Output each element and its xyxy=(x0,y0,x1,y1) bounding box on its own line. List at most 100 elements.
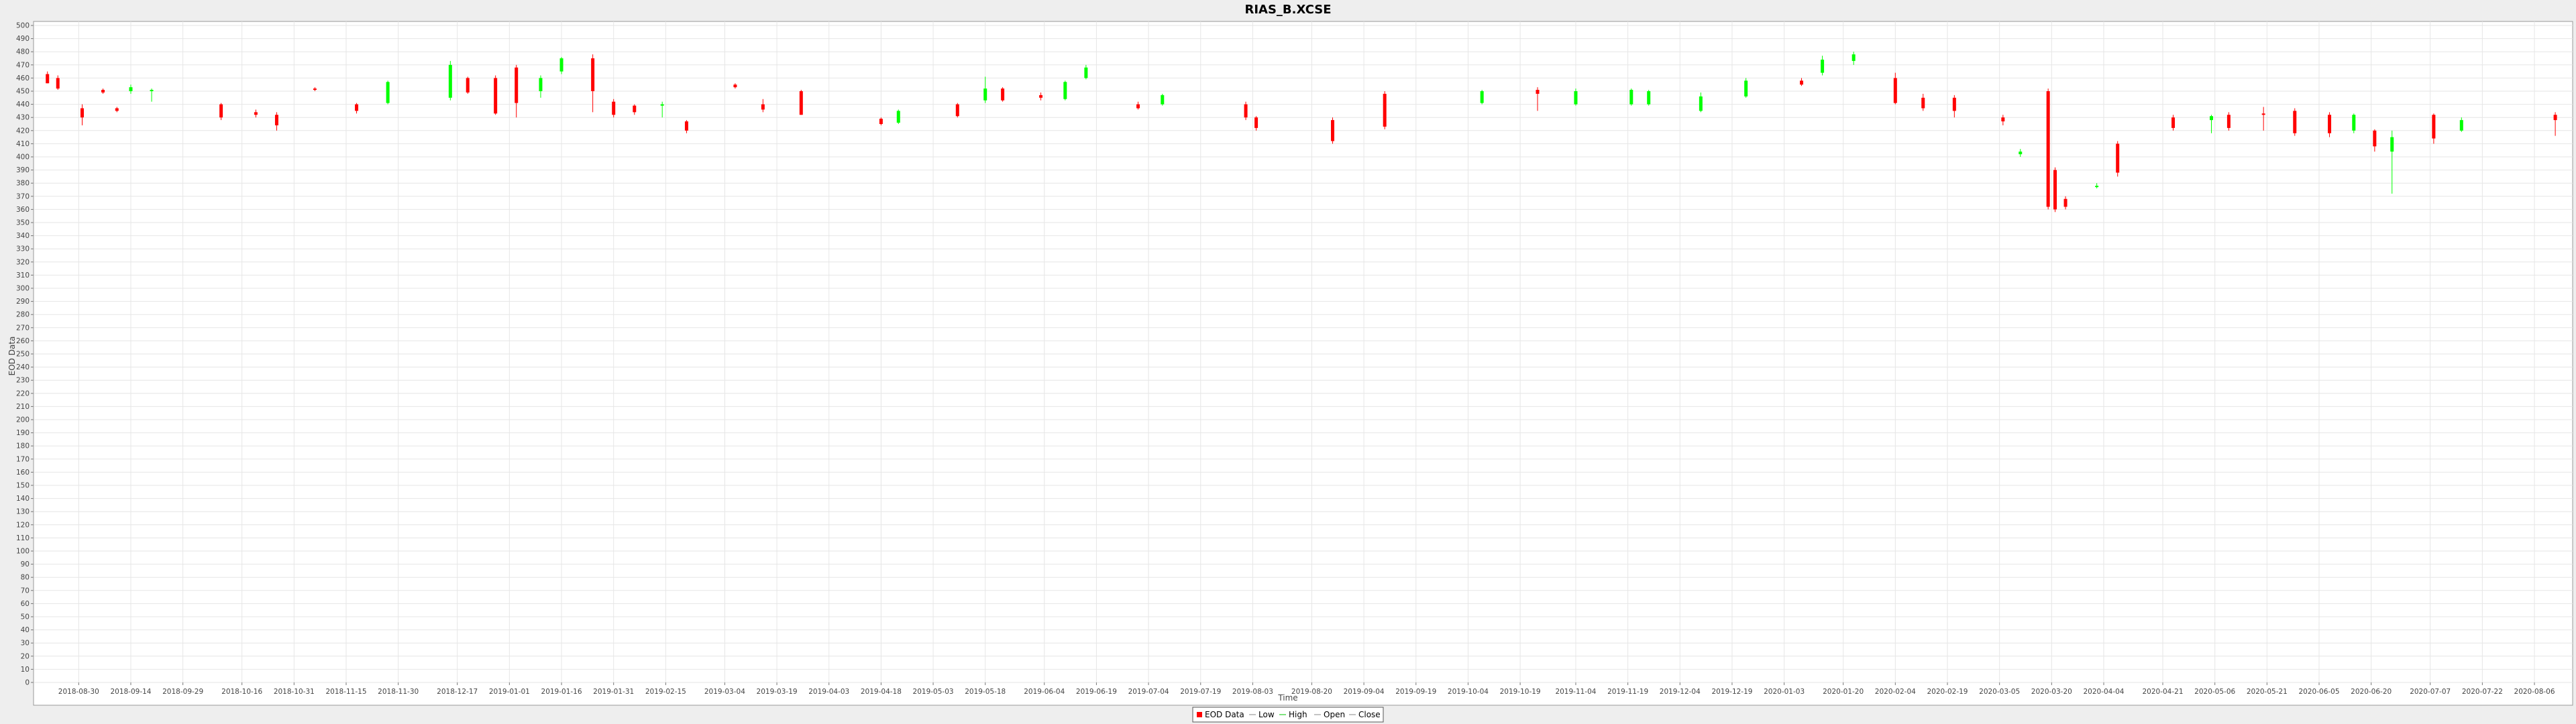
y-tick-label: 130 xyxy=(16,508,30,516)
candle-body xyxy=(1063,82,1067,99)
y-tick-label: 220 xyxy=(16,389,30,398)
x-tick-label: 2019-02-15 xyxy=(645,688,686,696)
x-tick-label: 2020-03-20 xyxy=(2031,688,2072,696)
legend-entry: Close xyxy=(1358,710,1381,719)
x-tick-label: 2018-10-16 xyxy=(221,688,262,696)
candle-body xyxy=(591,58,595,91)
candle-body xyxy=(115,108,119,111)
candle-body xyxy=(879,119,883,124)
candle-body xyxy=(1800,80,1804,85)
x-tick-label: 2020-01-03 xyxy=(1764,688,1805,696)
x-tick-label: 2020-01-20 xyxy=(1823,688,1864,696)
y-tick-label: 380 xyxy=(16,180,30,188)
y-tick-label: 140 xyxy=(16,495,30,503)
x-tick-label: 2019-07-19 xyxy=(1180,688,1221,696)
legend-entry: EOD Data xyxy=(1205,710,1244,719)
x-tick-label: 2020-03-05 xyxy=(1979,688,2020,696)
candle-body xyxy=(2373,130,2377,147)
x-axis-ticks: 2018-08-30 2018-09-14 2018-09-29 2018-10-16… xyxy=(58,682,2555,696)
candle-body xyxy=(1893,78,1897,103)
candle-body xyxy=(2095,186,2099,188)
y-tick-label: 500 xyxy=(16,22,30,30)
y-tick-label: 300 xyxy=(16,285,30,293)
candle-body xyxy=(1647,91,1651,105)
y-tick-label: 280 xyxy=(16,311,30,319)
x-tick-label: 2020-07-22 xyxy=(2462,688,2503,696)
y-tick-label: 270 xyxy=(16,324,30,332)
candle-body xyxy=(2116,143,2120,173)
candle-body xyxy=(313,88,317,90)
x-tick-label: 2019-10-19 xyxy=(1500,688,1541,696)
y-tick-label: 230 xyxy=(16,377,30,385)
legend-box xyxy=(1192,707,1384,723)
x-tick-label: 2019-09-19 xyxy=(1395,688,1436,696)
x-tick-label: 2019-07-04 xyxy=(1128,688,1169,696)
y-tick-label: 360 xyxy=(16,206,30,214)
plot-area xyxy=(33,21,2573,706)
candle-body xyxy=(1574,91,1578,105)
x-tick-label: 2020-05-06 xyxy=(2194,688,2235,696)
candle-body xyxy=(150,90,154,92)
candle-body xyxy=(1821,59,1825,73)
candle-body xyxy=(2261,113,2265,115)
x-tick-label: 2020-08-06 xyxy=(2514,688,2555,696)
candle-body xyxy=(386,82,390,103)
candle-body xyxy=(80,108,84,118)
y-tick-label: 190 xyxy=(16,429,30,437)
candle-body xyxy=(1039,95,1043,98)
y-tick-label: 170 xyxy=(16,455,30,463)
candle-body xyxy=(2053,170,2057,210)
y-tick-label: 210 xyxy=(16,403,30,411)
candle-body xyxy=(2352,115,2356,131)
candle-body xyxy=(2210,116,2214,121)
candle-body xyxy=(129,87,133,91)
candle-body xyxy=(1244,104,1248,118)
candle-body xyxy=(1536,90,1540,94)
x-tick-label: 2019-12-19 xyxy=(1711,688,1752,696)
x-tick-label: 2020-02-19 xyxy=(1927,688,1968,696)
candle-body xyxy=(1629,90,1633,105)
y-tick-label: 420 xyxy=(16,127,30,135)
x-tick-label: 2019-05-18 xyxy=(965,688,1006,696)
legend-swatch xyxy=(1197,712,1202,717)
x-tick-label: 2018-10-31 xyxy=(274,688,315,696)
y-tick-label: 90 xyxy=(21,560,30,568)
candle-body xyxy=(2226,115,2231,128)
candle-body xyxy=(1331,120,1335,141)
x-tick-label: 2019-06-19 xyxy=(1076,688,1117,696)
candle-body xyxy=(2063,198,2068,207)
chart-title: RIAS_B.XCSE xyxy=(1244,3,1331,17)
y-tick-label: 160 xyxy=(16,469,30,477)
x-tick-label: 2020-02-04 xyxy=(1875,688,1916,696)
x-tick-label: 2019-08-03 xyxy=(1232,688,1273,696)
candle-body xyxy=(2432,115,2436,139)
y-axis-label: EOD Data xyxy=(7,337,17,376)
y-tick-label: 290 xyxy=(16,298,30,306)
candle-body xyxy=(896,111,900,123)
candle-body xyxy=(1921,97,1925,109)
candle-body xyxy=(955,104,959,117)
y-tick-label: 370 xyxy=(16,192,30,200)
y-tick-label: 470 xyxy=(16,61,30,69)
x-axis-label: Time xyxy=(1277,693,1297,703)
y-tick-label: 310 xyxy=(16,272,30,280)
candle-body xyxy=(1001,88,1005,101)
y-tick-label: 20 xyxy=(21,652,30,660)
y-tick-label: 80 xyxy=(21,574,30,582)
candle-body xyxy=(219,104,223,118)
x-tick-label: 2019-04-03 xyxy=(808,688,849,696)
candle-body xyxy=(612,101,616,115)
candle-body xyxy=(515,67,519,103)
candle-body xyxy=(355,104,359,111)
candle-body xyxy=(539,78,543,91)
candle-body xyxy=(2390,137,2394,152)
y-tick-label: 120 xyxy=(16,521,30,529)
y-tick-label: 30 xyxy=(21,640,30,648)
candle-body xyxy=(2019,152,2023,155)
x-tick-label: 2019-01-31 xyxy=(593,688,634,696)
candle-body xyxy=(1851,54,1856,61)
x-tick-label: 2018-08-30 xyxy=(58,688,99,696)
candle-body xyxy=(254,112,258,115)
y-tick-label: 50 xyxy=(21,613,30,621)
